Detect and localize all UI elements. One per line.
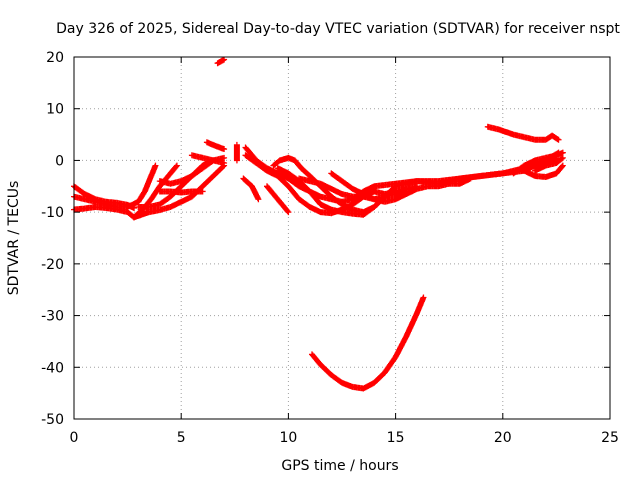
x-axis-label: GPS time / hours [281, 458, 398, 474]
data-marker-track [156, 188, 206, 196]
series-track-22 [484, 123, 562, 143]
series-track-20 [328, 170, 474, 205]
series-track-7 [156, 188, 206, 196]
data-marker-track [188, 152, 228, 167]
data-marker-track [214, 56, 228, 67]
y-tick-label: -10 [41, 205, 64, 221]
data-marker-track [203, 139, 228, 153]
x-tick-label: 20 [494, 430, 512, 446]
x-tick-label: 10 [279, 430, 297, 446]
data-marker-track [532, 154, 566, 174]
y-tick-label: 10 [46, 102, 64, 118]
data-marker-track [521, 162, 566, 180]
x-tick-label: 5 [177, 430, 186, 446]
series-track-24 [510, 149, 566, 177]
series-track-23 [521, 162, 566, 180]
data-marker-track [484, 123, 562, 143]
series-track-13 [240, 175, 262, 203]
series-track-10 [203, 139, 228, 153]
y-tick-label: -20 [41, 257, 64, 273]
y-tick-label: -40 [41, 360, 64, 376]
data-marker-track [264, 183, 292, 216]
x-tick-label: 25 [601, 430, 619, 446]
y-tick-label: -30 [41, 309, 64, 325]
data-marker-track [240, 175, 262, 203]
data-marker-track [233, 141, 240, 164]
series-track-21 [309, 294, 427, 392]
x-tick-labels: 0 5 10 15 20 25 [70, 430, 619, 446]
chart-title: Day 326 of 2025, Sidereal Day-to-day VTE… [56, 21, 620, 37]
y-tick-label: 20 [46, 50, 64, 66]
data-marker-track [328, 170, 474, 205]
series-track-9 [188, 152, 228, 167]
data-marker-track [510, 149, 566, 177]
series-track-8 [156, 157, 217, 187]
y-tick-label: 0 [55, 153, 64, 169]
plot-frame [73, 56, 611, 420]
x-tick-label: 0 [70, 430, 79, 446]
data-points [71, 56, 566, 392]
y-axis-label: SDTVAR / TECUs [6, 181, 22, 296]
data-marker-track [156, 157, 217, 187]
y-tick-labels: -50 -40 -30 -20 -10 0 10 20 [41, 50, 64, 428]
series-track-12 [233, 141, 240, 164]
y-tick-label: -50 [41, 412, 64, 428]
series-track-11 [214, 56, 228, 67]
series-track-16 [264, 183, 292, 216]
data-marker-track [309, 294, 427, 392]
axis-ticks [73, 56, 611, 420]
x-tick-label: 15 [387, 430, 405, 446]
series-track-25 [532, 154, 566, 174]
